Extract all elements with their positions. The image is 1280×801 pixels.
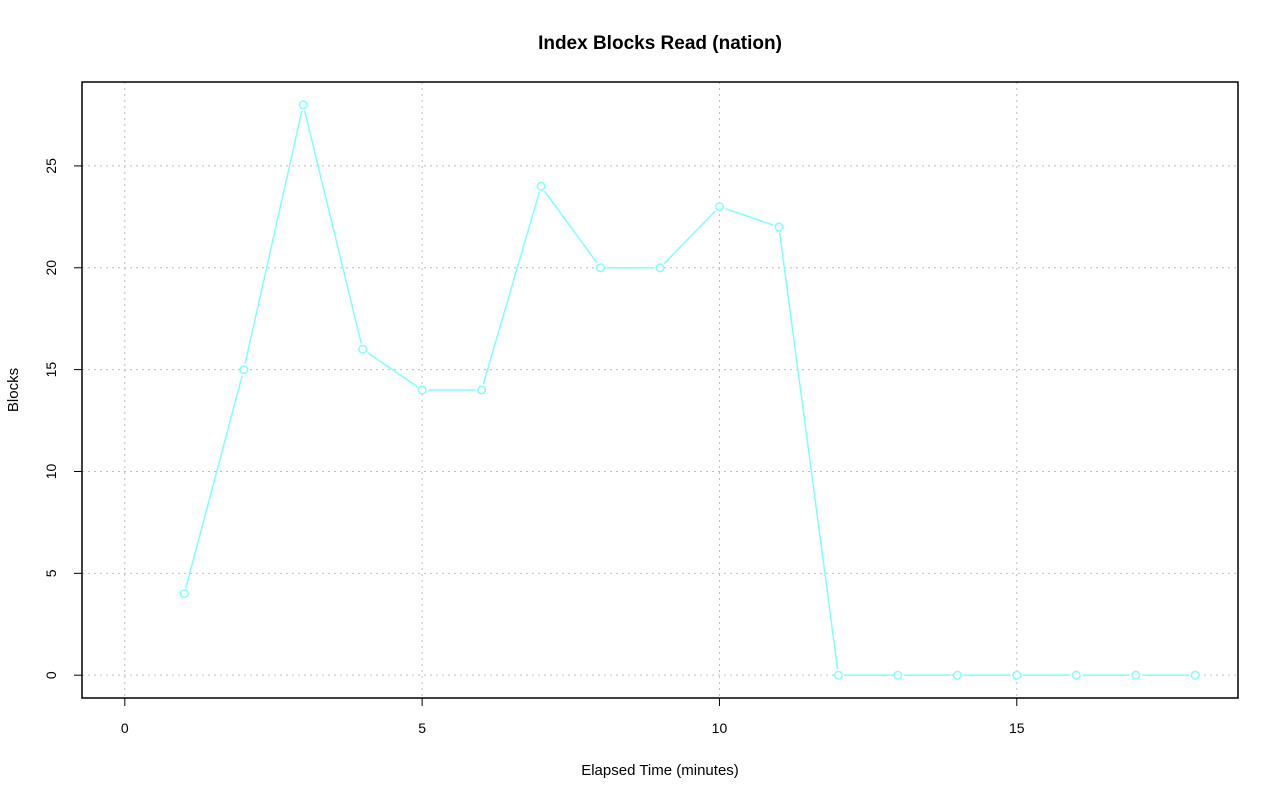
y-tick-label: 25 [43, 158, 59, 174]
data-point [477, 385, 487, 395]
data-point [1190, 670, 1200, 680]
y-tick-label: 0 [43, 671, 59, 679]
data-point [1131, 670, 1141, 680]
x-axis-label: Elapsed Time (minutes) [581, 762, 739, 779]
data-point [952, 670, 962, 680]
x-tick-label: 10 [712, 720, 728, 736]
data-point [833, 670, 843, 680]
plot-frame [81, 81, 1239, 699]
y-tick-label: 20 [43, 260, 59, 276]
series-line-segment [367, 352, 418, 388]
series-line-segment [185, 375, 243, 589]
data-point [179, 589, 189, 599]
grid [82, 82, 1238, 698]
data-point [239, 365, 249, 375]
series [179, 100, 1200, 680]
series-line-segment [778, 232, 839, 670]
data-point [1012, 670, 1022, 680]
y-tick-label: 5 [43, 569, 59, 577]
data-point [714, 202, 725, 212]
x-tick-label: 5 [418, 720, 426, 736]
data-point [417, 385, 427, 395]
series-line-segment [303, 110, 362, 344]
chart-title: Index Blocks Read (nation) [538, 33, 782, 54]
x-tick-label: 0 [121, 720, 129, 736]
data-point [893, 670, 903, 680]
y-tick-label: 15 [43, 362, 59, 378]
data-point [298, 100, 308, 110]
series-line-segment [544, 190, 598, 264]
series-line-segment [482, 191, 541, 385]
series-line-segment [663, 210, 716, 265]
data-point [1071, 670, 1081, 680]
y-axis-label: Blocks [5, 368, 22, 412]
series-line-segment [244, 110, 303, 364]
data-point [595, 263, 606, 273]
x-tick-label: 15 [1009, 720, 1025, 736]
data-point [774, 222, 784, 232]
series-line-segment [724, 207, 774, 226]
axes: 0 5 10 15 0 5 10 15 20 25 [43, 158, 1025, 736]
data-point [536, 181, 546, 191]
data-point [358, 344, 368, 354]
y-tick-label: 10 [43, 463, 59, 479]
data-point [655, 263, 665, 273]
